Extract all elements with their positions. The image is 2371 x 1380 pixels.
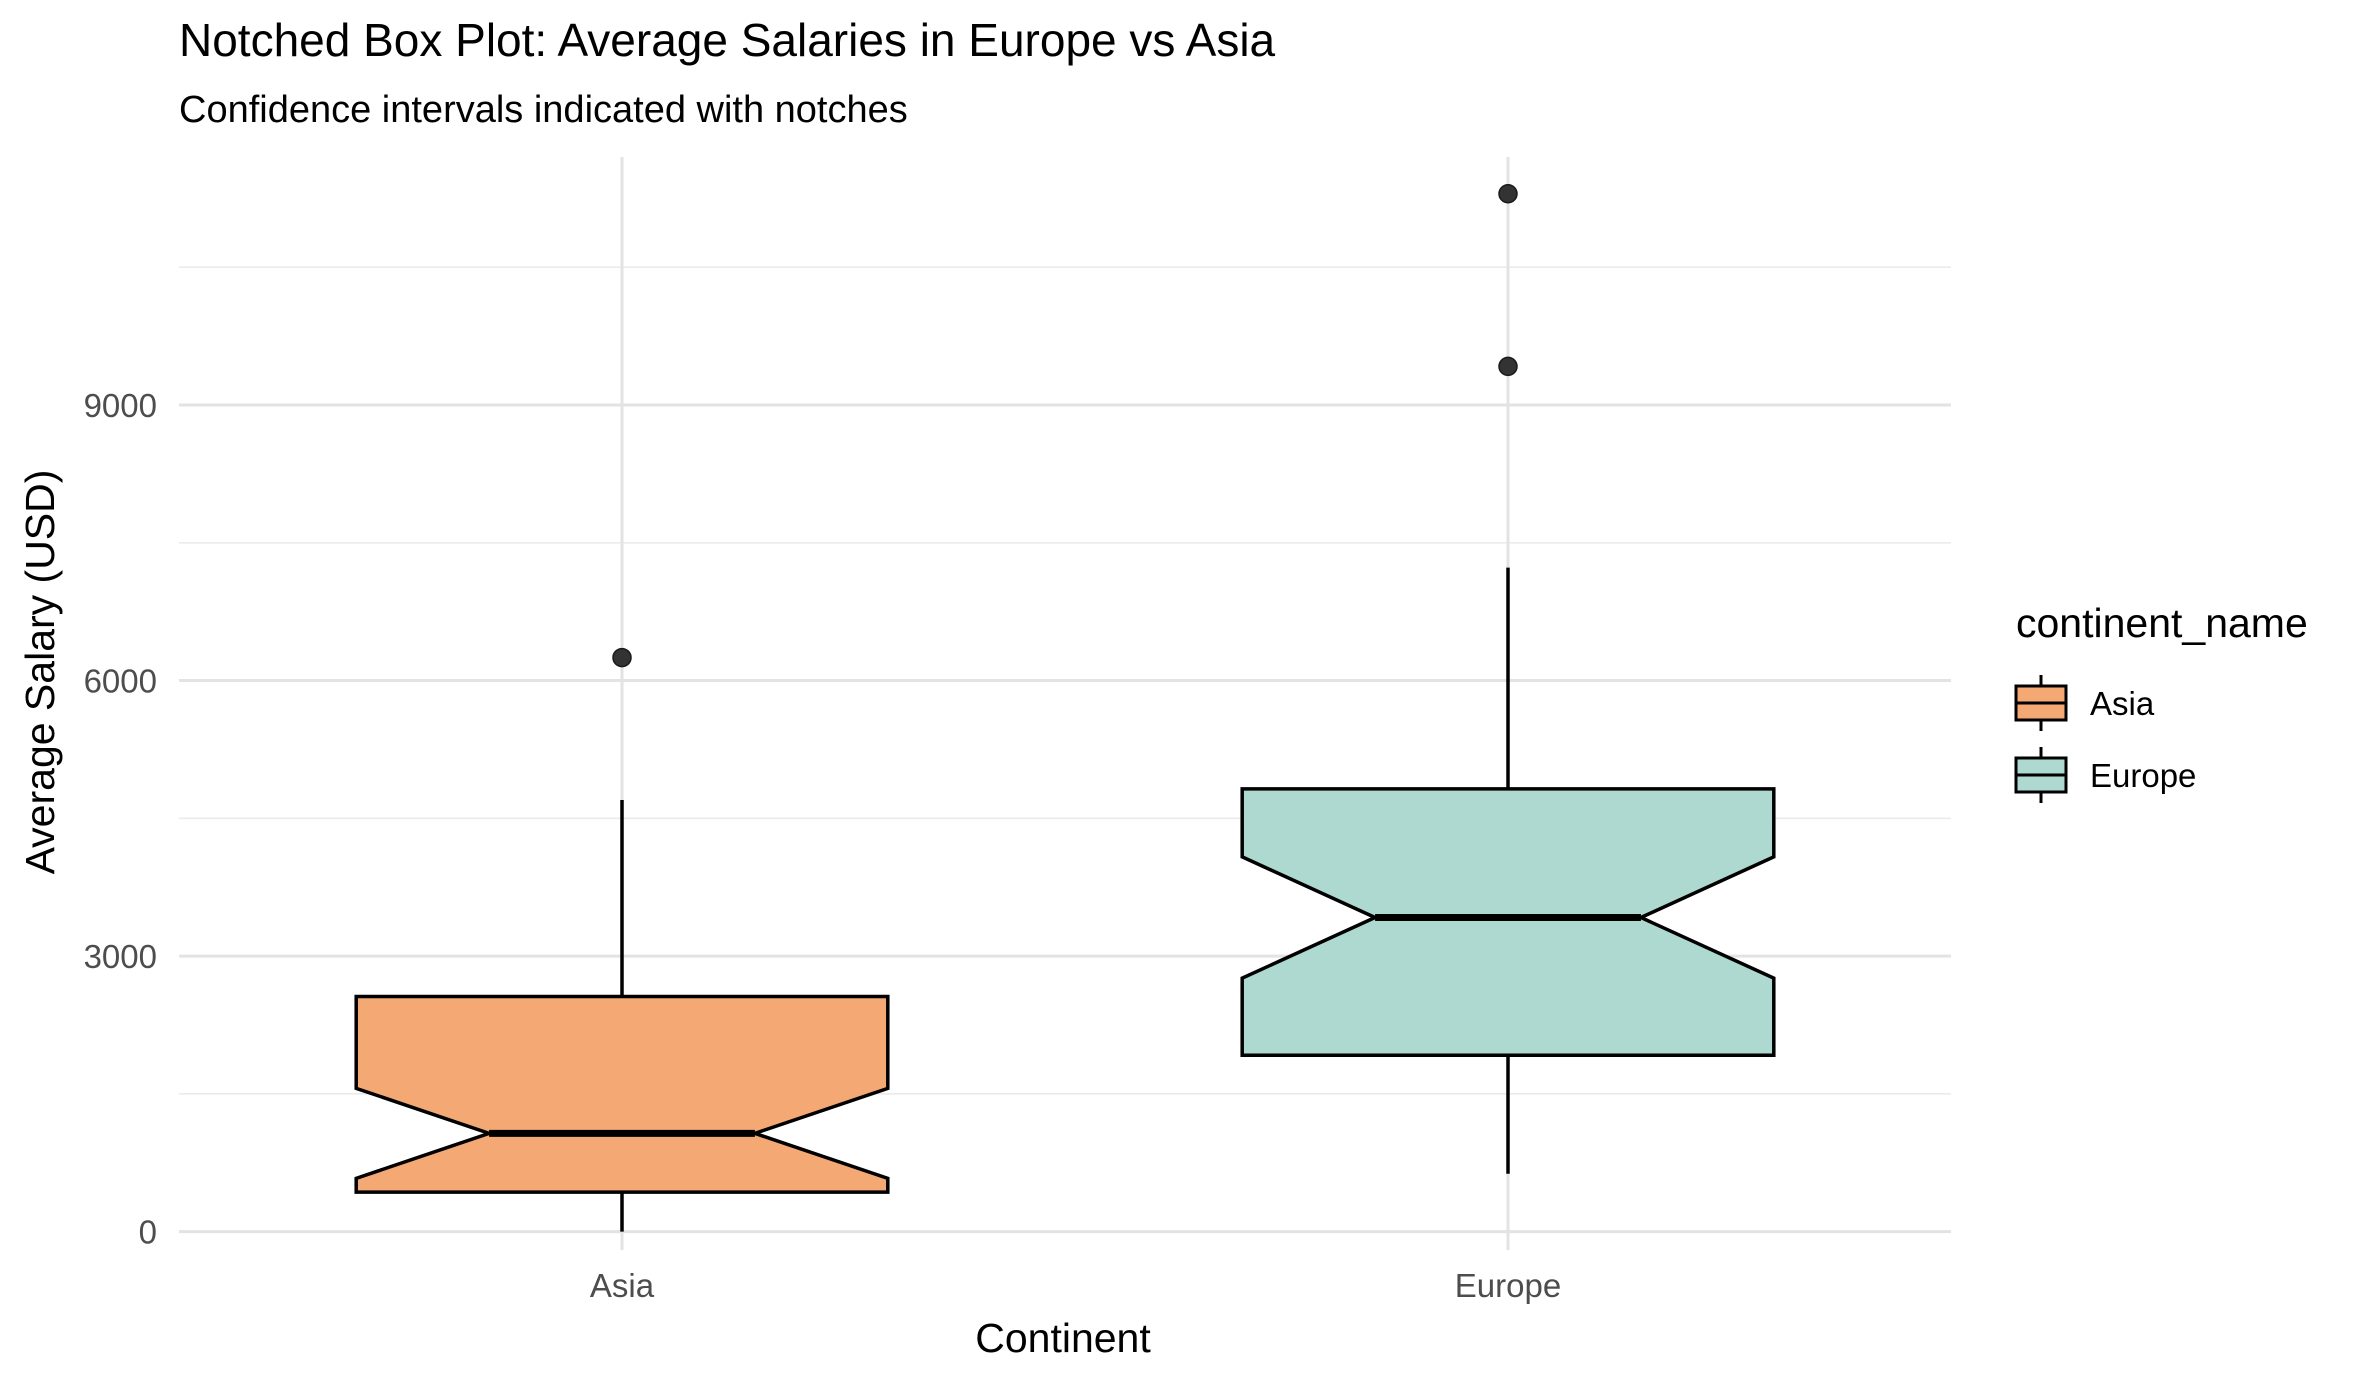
legend-label: Europe — [2090, 757, 2196, 794]
outlier-point — [1498, 356, 1518, 377]
legend: continent_name Asia Europe — [2014, 600, 2308, 803]
box-plot-series — [354, 183, 1776, 1232]
notched-box — [354, 994, 890, 1194]
chart-title: Notched Box Plot: Average Salaries in Eu… — [179, 14, 1276, 66]
y-axis-ticks: 0 3000 6000 9000 — [84, 387, 157, 1251]
y-tick-label: 0 — [139, 1214, 157, 1251]
notched-box — [1240, 787, 1776, 1058]
x-tick-label: Europe — [1455, 1267, 1561, 1304]
chart-subtitle: Confidence intervals indicated with notc… — [179, 89, 908, 131]
legend-item-europe: Europe — [2014, 747, 2196, 803]
y-tick-label: 3000 — [84, 938, 157, 975]
x-axis-title: Continent — [975, 1315, 1151, 1361]
box-europe — [1240, 183, 1776, 1174]
y-tick-label: 6000 — [84, 663, 157, 700]
x-axis-ticks: Asia Europe — [590, 1267, 1561, 1304]
y-tick-label: 9000 — [84, 387, 157, 424]
outlier-point — [612, 647, 632, 668]
legend-label: Asia — [2090, 685, 2155, 722]
x-tick-label: Asia — [590, 1267, 655, 1304]
outlier-point — [1498, 183, 1518, 204]
y-axis-title: Average Salary (USD) — [17, 470, 63, 875]
legend-item-asia: Asia — [2014, 675, 2155, 731]
box-asia — [354, 647, 890, 1232]
legend-title: continent_name — [2016, 600, 2308, 646]
